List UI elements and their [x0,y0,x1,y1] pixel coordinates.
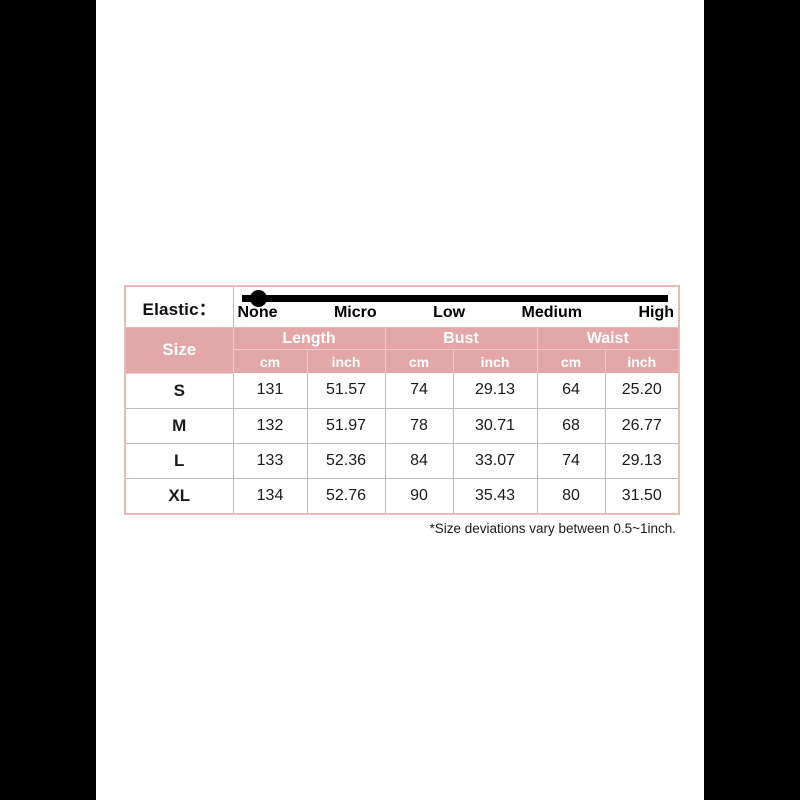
row-waist-cm: 74 [537,443,606,479]
letterbox-bar-right [704,0,800,800]
slider-level-low[interactable]: Low [433,304,466,321]
slider-level-medium[interactable]: Medium [521,304,582,321]
size-chart: Elastic： None Micro Low Medium High [124,285,680,536]
elastic-slider[interactable]: None Micro Low Medium High [234,288,679,326]
header-group-waist: Waist [537,327,679,350]
row-size: XL [125,478,234,514]
row-length-cm: 133 [233,443,308,479]
row-bust-inch: 35.43 [453,478,538,514]
header-group-bust: Bust [385,327,538,350]
row-waist-cm: 64 [537,373,606,409]
table-row: L 133 52.36 84 33.07 74 29.13 [125,443,679,479]
row-bust-cm: 90 [385,478,454,514]
letterbox-bar-left [0,0,96,800]
header-unit-length-cm: cm [233,349,308,373]
table-row: XL 134 52.76 90 35.43 80 31.50 [125,478,679,514]
slider-level-none[interactable]: None [237,304,278,321]
row-bust-inch: 29.13 [453,373,538,409]
row-length-inch: 51.57 [307,373,386,409]
row-length-cm: 131 [233,373,308,409]
row-bust-inch: 33.07 [453,443,538,479]
row-bust-cm: 84 [385,443,454,479]
slider-track[interactable] [241,295,668,302]
row-bust-inch: 30.71 [453,408,538,444]
row-waist-cm: 68 [537,408,606,444]
header-unit-length-inch: inch [307,349,386,373]
row-waist-inch: 26.77 [605,408,679,444]
size-chart-table: Elastic： None Micro Low Medium High [124,285,680,515]
row-waist-inch: 25.20 [605,373,679,409]
row-bust-cm: 74 [385,373,454,409]
row-size: L [125,443,234,479]
header-unit-bust-cm: cm [385,349,454,373]
row-size: S [125,373,234,409]
row-length-inch: 52.76 [307,478,386,514]
row-length-cm: 132 [233,408,308,444]
row-bust-cm: 78 [385,408,454,444]
row-waist-inch: 29.13 [605,443,679,479]
row-size: M [125,408,234,444]
table-row: M 132 51.97 78 30.71 68 26.77 [125,408,679,444]
row-length-inch: 52.36 [307,443,386,479]
slider-label-row: None Micro Low Medium High [234,304,679,322]
row-waist-inch: 31.50 [605,478,679,514]
slider-level-high[interactable]: High [638,304,674,321]
header-unit-waist-cm: cm [537,349,606,373]
slider-knob-handle[interactable] [249,290,267,307]
header-size: Size [125,327,234,374]
header-group-row: Size Length Bust Waist [125,327,679,374]
header-group-length: Length [233,327,386,350]
row-length-cm: 134 [233,478,308,514]
table-row: S 131 51.57 74 29.13 64 25.20 [125,373,679,409]
elastic-row: Elastic： None Micro Low Medium High [125,286,679,328]
elastic-slider-cell: None Micro Low Medium High [233,286,679,328]
header-unit-row: cm inch cm inch cm inch [125,349,679,373]
row-length-inch: 51.97 [307,408,386,444]
size-deviation-note: *Size deviations vary between 0.5~1inch. [429,520,676,536]
row-waist-cm: 80 [537,478,606,514]
header-unit-waist-inch: inch [605,349,679,373]
slider-level-micro[interactable]: Micro [333,304,377,321]
header-unit-bust-inch: inch [453,349,538,373]
elastic-label: Elastic： [125,286,234,328]
